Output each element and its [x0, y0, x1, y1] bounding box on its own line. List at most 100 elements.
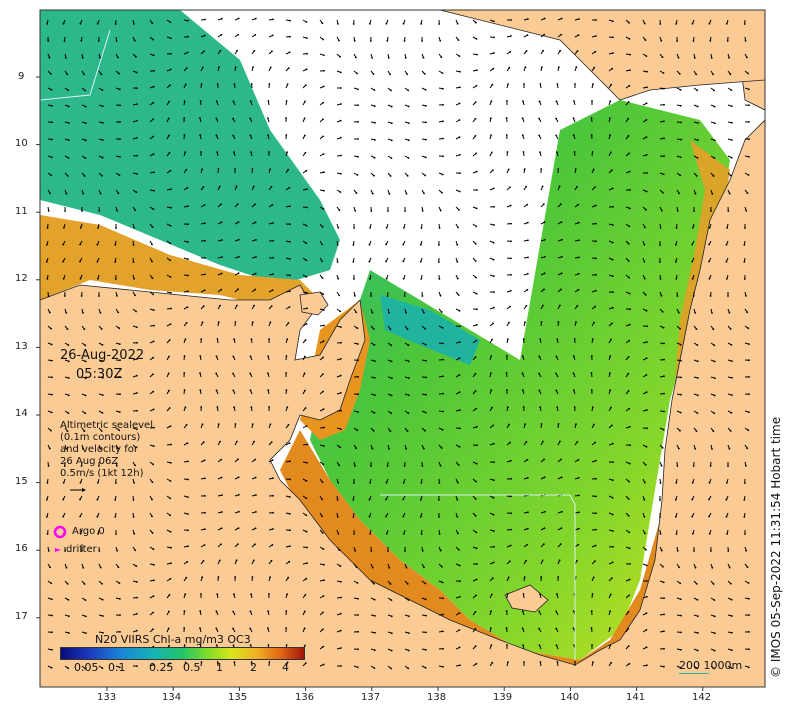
velocity-arrowhead	[560, 458, 562, 461]
velocity-arrowhead	[609, 355, 612, 358]
velocity-arrowhead	[168, 100, 171, 103]
velocity-arrowhead	[133, 532, 136, 535]
velocity-arrowhead	[136, 341, 138, 344]
velocity-arrowhead	[357, 138, 359, 140]
velocity-arrowhead	[442, 647, 444, 650]
velocity-arrowhead	[84, 105, 87, 108]
velocity-arrowhead	[249, 610, 252, 613]
velocity-arrowhead	[407, 394, 410, 397]
velocity-arrowhead	[369, 278, 371, 280]
velocity-arrowhead	[321, 481, 324, 483]
velocity-arrowhead	[713, 632, 716, 635]
velocity-arrowhead	[322, 628, 324, 631]
velocity-arrowhead	[425, 393, 427, 396]
velocity-arrowhead	[117, 566, 120, 569]
velocity-arrowhead	[51, 104, 53, 107]
velocity-arrowhead	[525, 185, 527, 188]
velocity-arrowhead	[646, 86, 648, 89]
velocity-arrowhead	[352, 516, 355, 518]
velocity-arrowhead	[322, 54, 325, 57]
velocity-arrowhead	[153, 426, 155, 429]
velocity-arrowhead	[99, 192, 102, 195]
velocity-arrowhead	[67, 89, 70, 92]
velocity-arrowhead	[591, 151, 594, 153]
velocity-arrowhead	[437, 499, 440, 501]
velocity-arrowhead	[151, 260, 153, 263]
velocity-arrowhead	[170, 443, 172, 446]
velocity-arrowhead	[62, 515, 65, 518]
velocity-arrowhead	[152, 373, 154, 376]
velocity-arrowhead	[404, 57, 407, 59]
velocity-arrowhead	[560, 221, 563, 224]
velocity-arrowhead	[215, 644, 218, 647]
velocity-arrowhead	[135, 326, 138, 329]
velocity-arrowhead	[609, 151, 612, 154]
velocity-arrowhead	[748, 597, 750, 600]
velocity-arrowhead	[425, 614, 427, 617]
velocity-arrowhead	[272, 494, 274, 497]
velocity-arrowhead	[692, 226, 694, 229]
sealevel-contour	[380, 494, 576, 660]
velocity-arrowhead	[423, 73, 426, 75]
velocity-arrowhead	[526, 288, 529, 291]
velocity-arrowhead	[322, 135, 324, 138]
velocity-arrowhead	[438, 23, 441, 25]
velocity-arrowhead	[420, 482, 423, 484]
velocity-arrowhead	[136, 103, 138, 105]
velocity-arrowhead	[97, 533, 99, 535]
velocity-arrowhead	[743, 23, 746, 25]
velocity-arrowhead	[659, 499, 661, 501]
velocity-arrowhead	[233, 83, 236, 85]
velocity-arrowhead	[475, 339, 478, 342]
velocity-arrowhead	[201, 168, 204, 171]
velocity-arrowhead	[522, 338, 525, 340]
velocity-arrowhead	[80, 465, 83, 467]
colorbar-tick-label: 2	[250, 661, 257, 674]
velocity-arrowhead	[594, 50, 597, 53]
velocity-arrowhead	[46, 533, 49, 535]
velocity-arrowhead	[237, 33, 240, 36]
velocity-arrowhead	[475, 276, 477, 279]
velocity-arrowhead	[674, 498, 677, 501]
velocity-arrowhead	[114, 244, 117, 246]
velocity-arrowhead	[390, 615, 393, 618]
velocity-arrowhead	[220, 288, 223, 291]
velocity-arrowhead	[595, 528, 597, 531]
velocity-arrowhead	[440, 311, 443, 313]
velocity-arrowhead	[659, 261, 661, 263]
velocity-arrowhead	[402, 515, 405, 518]
velocity-arrowhead	[731, 376, 733, 379]
x-tick-label: 141	[626, 692, 646, 703]
velocity-arrowhead	[117, 447, 120, 450]
velocity-arrowhead	[745, 549, 748, 552]
velocity-arrowhead	[267, 355, 270, 357]
velocity-arrowhead	[356, 429, 359, 432]
velocity-arrowhead	[357, 343, 359, 345]
velocity-arrowhead	[184, 338, 187, 341]
velocity-arrowhead	[62, 22, 65, 25]
velocity-arrowhead	[697, 632, 699, 634]
velocity-arrowhead	[661, 56, 664, 59]
velocity-arrowhead	[475, 578, 478, 581]
velocity-arrowhead	[322, 663, 325, 666]
velocity-arrowhead	[357, 375, 359, 378]
velocity-arrowhead	[612, 205, 614, 208]
velocity-arrowhead	[407, 344, 410, 347]
velocity-arrowhead	[526, 476, 529, 479]
velocity-arrowhead	[114, 516, 117, 518]
velocity-arrowhead	[694, 311, 697, 314]
velocity-arrowhead	[119, 598, 121, 600]
velocity-arrowhead	[692, 465, 695, 467]
y-tick-label: 15	[15, 476, 28, 487]
velocity-arrowhead	[425, 359, 427, 362]
velocity-arrowhead	[84, 139, 87, 142]
velocity-arrowhead	[66, 175, 69, 177]
velocity-arrowhead	[695, 73, 698, 76]
velocity-arrowhead	[385, 243, 387, 246]
velocity-arrowhead	[577, 272, 580, 275]
velocity-arrowhead	[696, 667, 699, 670]
velocity-arrowhead	[713, 649, 716, 652]
velocity-arrowhead	[200, 151, 202, 153]
velocity-arrowhead	[101, 105, 104, 108]
velocity-arrowhead	[199, 372, 201, 374]
